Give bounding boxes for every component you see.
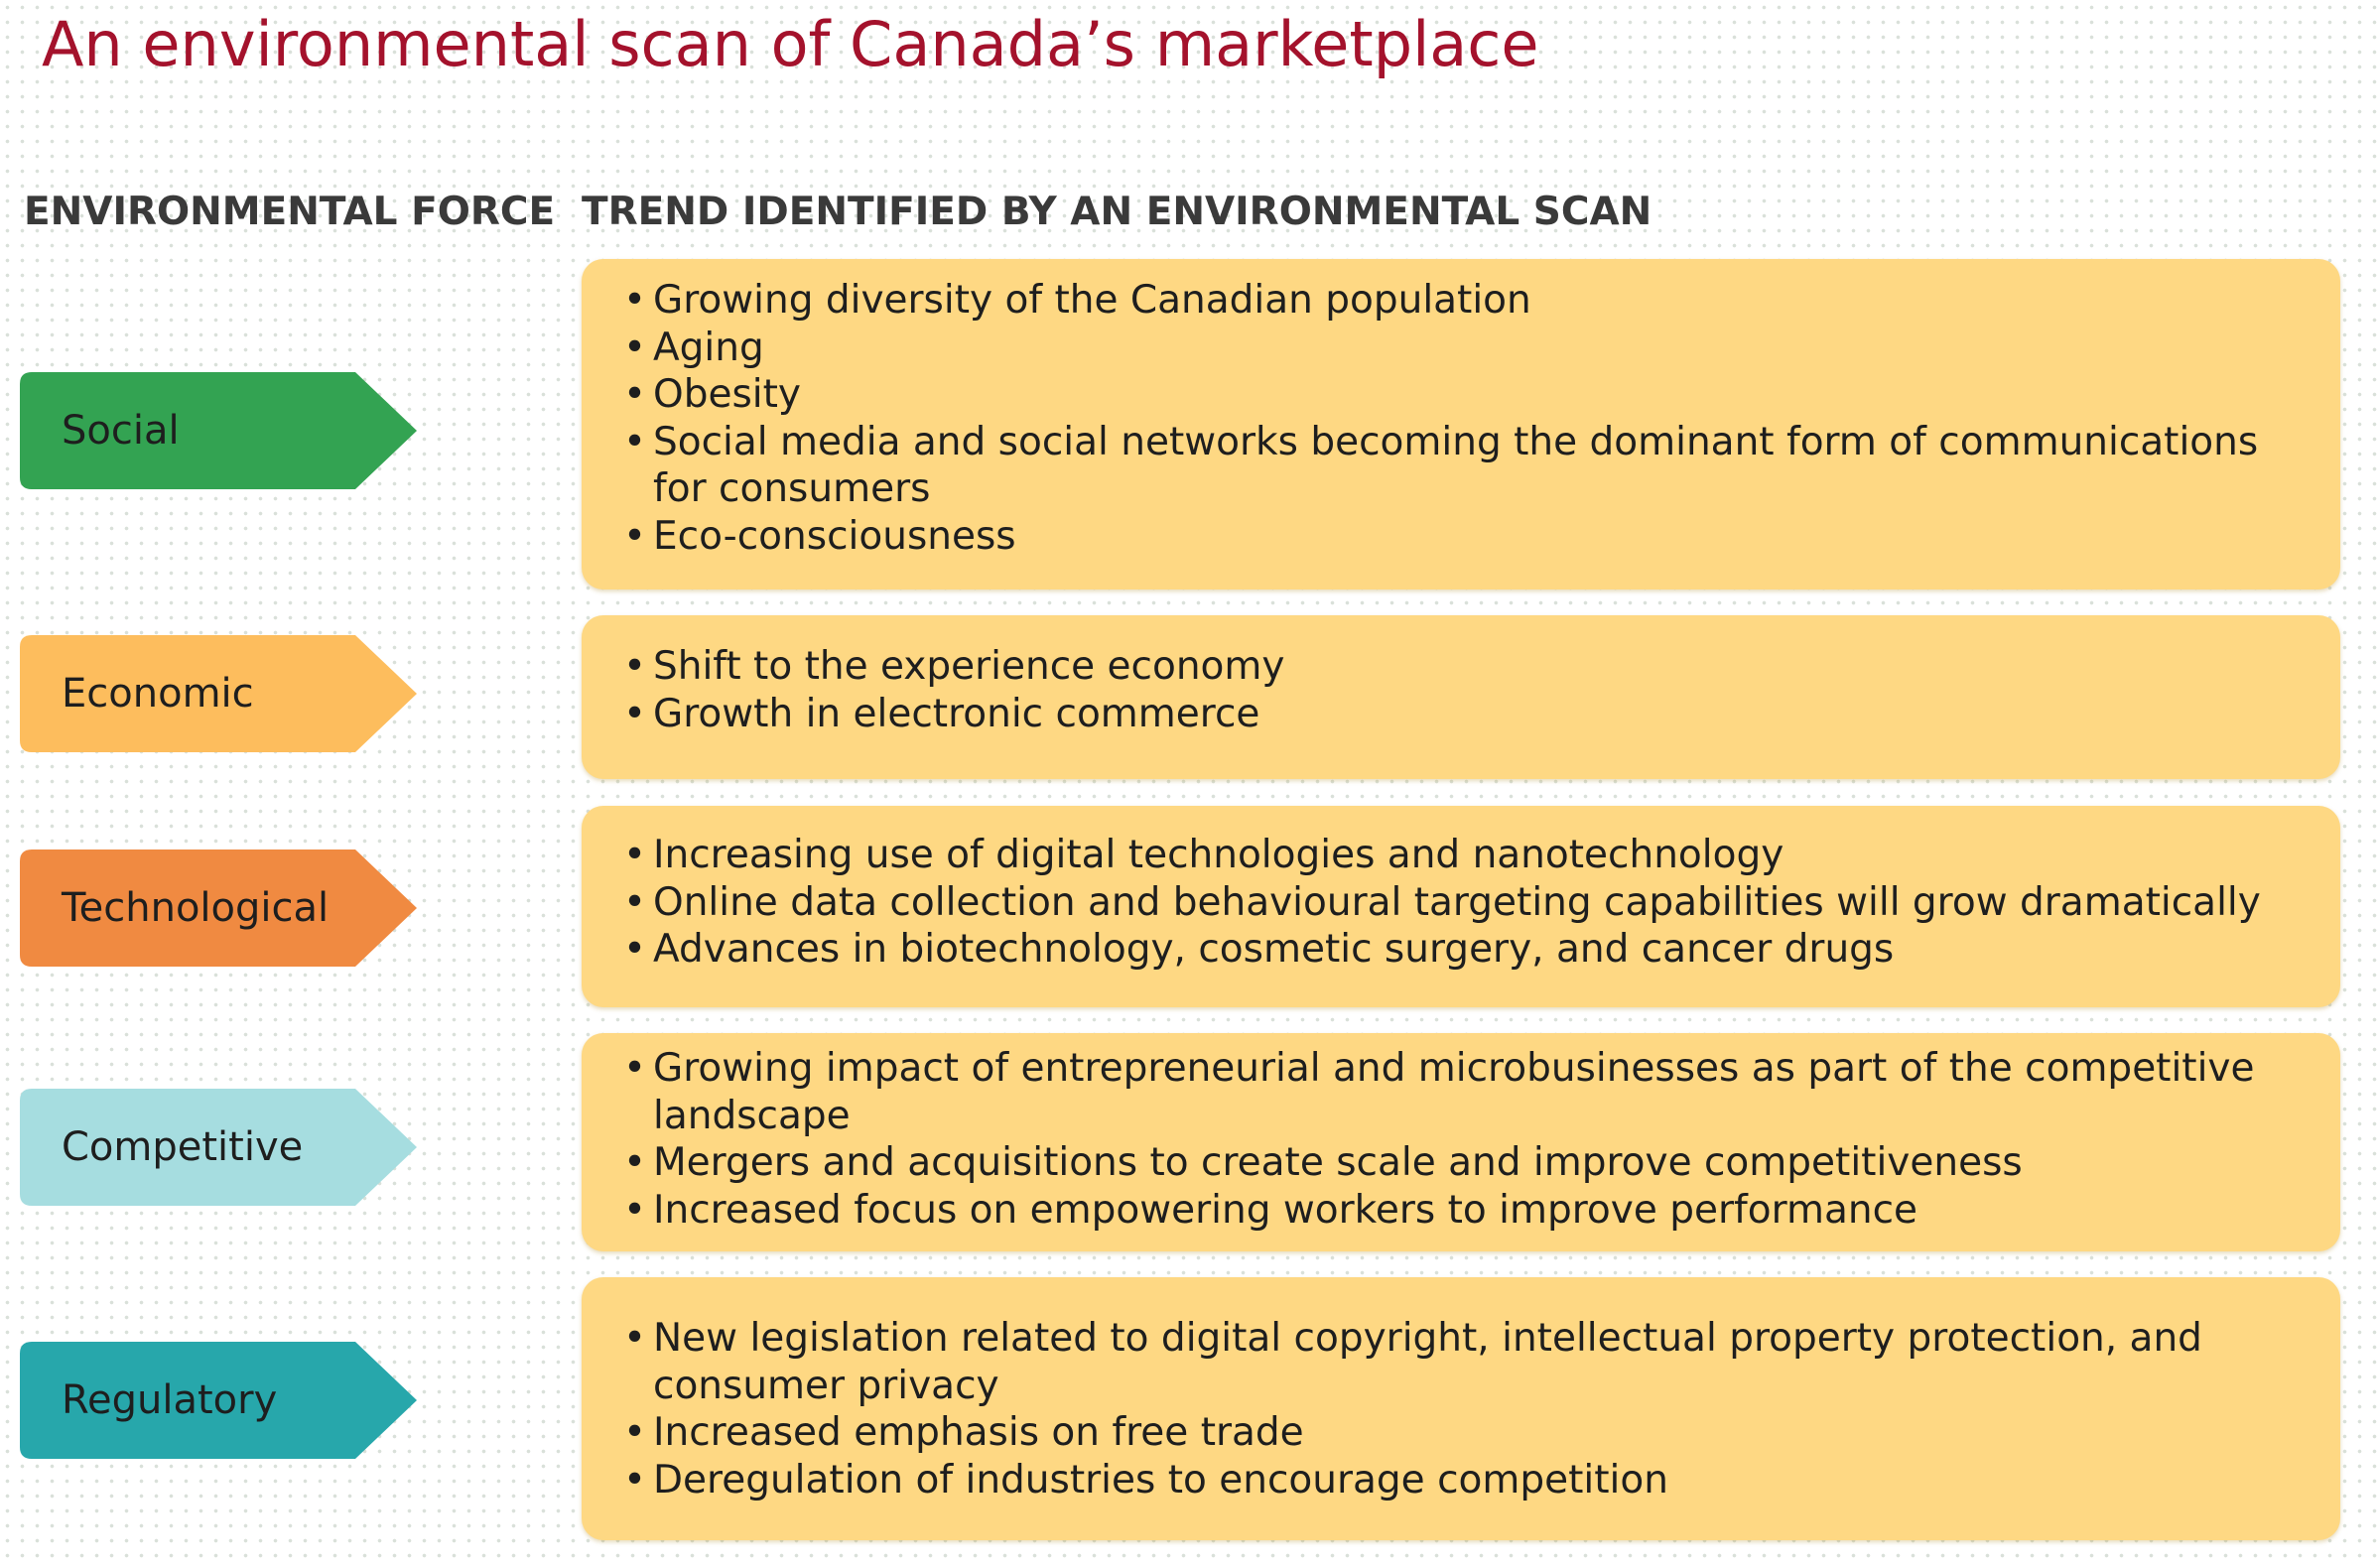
trend-list: • Growing diversity of the Canadian popul… [623,277,2311,560]
trend-item: • Social media and social networks becomi… [623,419,2259,512]
bullet-icon: • [623,1046,647,1091]
trend-item: • Aging [623,325,764,370]
force-label: Technological [62,885,330,931]
competitive-force-arrow: Competitive [20,1089,419,1206]
trend-item: • Deregulation of industries to encourage… [623,1457,1668,1503]
regulatory-force-arrow: Regulatory [20,1342,419,1459]
page-title: An environmental scan of Canada’s market… [42,8,1539,80]
trend-item: • New legislation related to digital copy… [623,1316,2202,1408]
social-trend-box: • Growing diversity of the Canadian popul… [582,259,2340,589]
bullet-icon: • [623,879,647,925]
trend-item: • Online data collection and behavioural … [623,879,2261,925]
arrow-shape-icon [20,1342,417,1459]
trend-header: TREND IDENTIFIED BY AN ENVIRONMENTAL SCA… [582,190,1652,234]
bullet-icon: • [623,325,647,370]
trend-item: • Increased focus on empowering workers t… [623,1187,1918,1233]
arrow-shape-icon [20,372,417,489]
bullet-icon: • [623,1316,647,1361]
trend-item: • Growth in electronic commerce [623,691,1260,736]
force-label: Competitive [62,1124,304,1170]
bullet-icon: • [623,419,647,464]
competitive-trend-box: • Growing impact of entrepreneurial and m… [582,1033,2340,1251]
trend-list: • Shift to the experience economy • Growth… [623,643,2311,737]
bullet-icon: • [623,927,647,972]
technological-force-arrow: Technological [20,849,419,967]
bullet-icon: • [623,372,647,417]
trend-item: • Shift to the experience economy [623,644,1285,689]
trend-item: • Increasing use of digital technologies … [623,833,1784,877]
economic-trend-box: • Shift to the experience economy • Growth… [582,615,2340,779]
force-label: Regulatory [62,1377,278,1423]
bullet-icon: • [623,513,647,559]
bullet-icon: • [623,833,647,877]
trend-item: • Obesity [623,372,801,417]
bullet-icon: • [623,1457,647,1503]
environmental-force-header: ENVIRONMENTAL FORCE [24,190,556,234]
arrow-shape-icon [20,849,417,967]
trend-item: • Mergers and acquisitions to create scal… [623,1140,2023,1185]
bullet-icon: • [623,1410,647,1455]
bullet-icon: • [623,691,647,736]
force-label: Social [62,408,180,454]
bullet-icon: • [623,1140,647,1185]
trend-item: • Increased emphasis on free trade [623,1410,1304,1455]
bullet-icon: • [623,1187,647,1233]
social-force-arrow: Social [20,372,419,489]
trend-item: • Eco-consciousness [623,513,1016,559]
trend-item: • Growing impact of entrepreneurial and m… [623,1046,2255,1138]
trend-list: • Increasing use of digital technologies … [623,832,2311,974]
trend-item: • Growing diversity of the Canadian popul… [623,278,1531,323]
force-label: Economic [62,671,254,717]
arrow-shape-icon [20,635,417,752]
economic-force-arrow: Economic [20,635,419,752]
bullet-icon: • [623,644,647,689]
trend-item: • Advances in biotechnology, cosmetic sur… [623,927,1895,972]
bullet-icon: • [623,278,647,323]
trend-list: • New legislation related to digital copy… [623,1315,2311,1503]
arrow-shape-icon [20,1089,417,1206]
trend-list: • Growing impact of entrepreneurial and m… [623,1045,2311,1234]
technological-trend-box: • Increasing use of digital technologies … [582,806,2340,1007]
regulatory-trend-box: • New legislation related to digital copy… [582,1277,2340,1540]
